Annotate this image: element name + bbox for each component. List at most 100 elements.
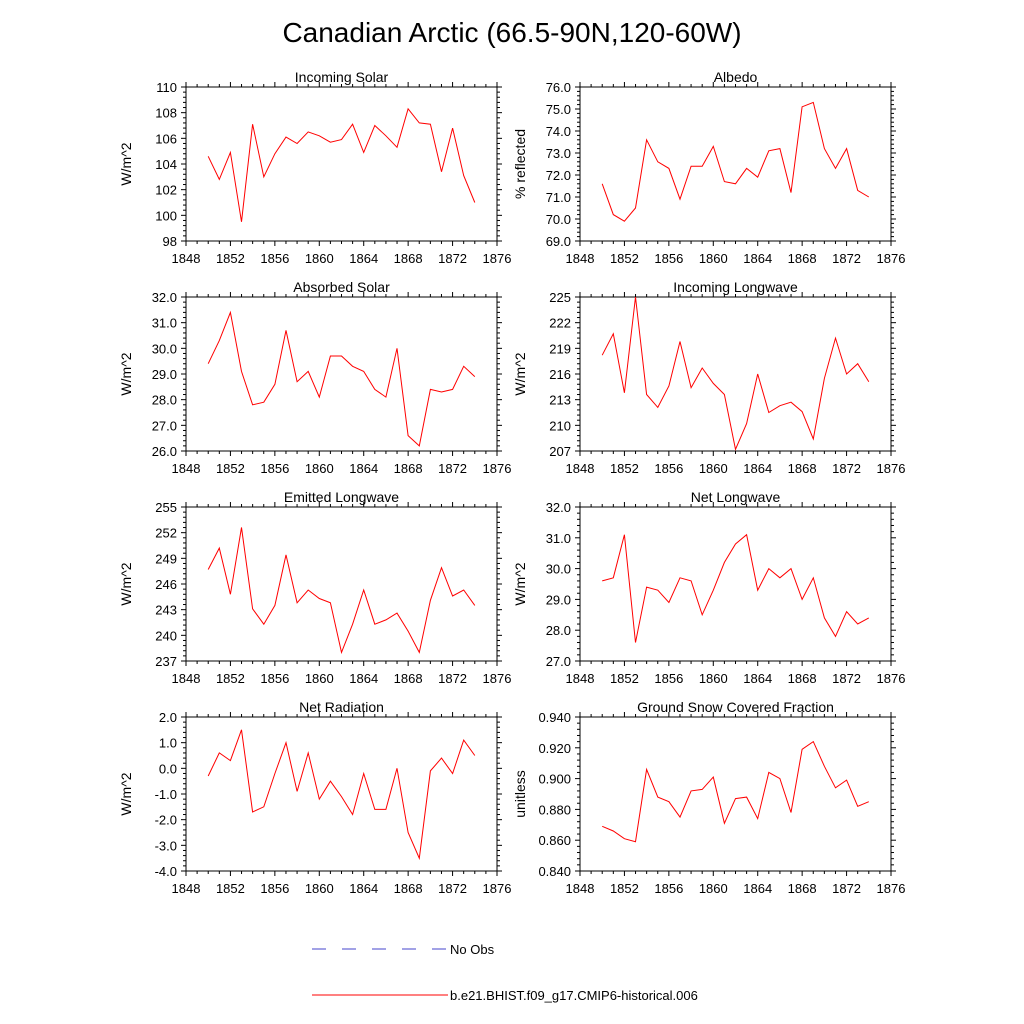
panels-container: Incoming Solar W/m^2 1848 1852 1856 1860 1864 1… — [118, 69, 905, 896]
x-tick-label: 1872 — [832, 251, 861, 266]
series-line — [601, 296, 870, 451]
series-line — [207, 310, 476, 447]
x-tick-label: 1872 — [438, 881, 467, 896]
x-tick-label: 1860 — [305, 671, 334, 686]
x-tick-label: 1868 — [788, 671, 817, 686]
x-tick-label: 1868 — [394, 461, 423, 476]
y-tick-label: 72.0 — [546, 168, 571, 183]
x-tick-label: 1852 — [216, 881, 245, 896]
y-tick-label: 216 — [549, 367, 571, 382]
y-tick-label: 30.0 — [152, 341, 177, 356]
x-tick-label: 1852 — [610, 881, 639, 896]
x-tick-label: 1876 — [483, 251, 512, 266]
series-line — [601, 101, 870, 222]
y-tick-label: 70.0 — [546, 212, 571, 227]
series-line — [207, 729, 476, 861]
y-tick-label: 100 — [155, 208, 177, 223]
y-tick-label: 28.0 — [152, 393, 177, 408]
x-tick-label: 1868 — [788, 881, 817, 896]
y-tick-label: 28.0 — [546, 623, 571, 638]
panel-title: Albedo — [714, 69, 758, 85]
y-tick-label: -4.0 — [155, 864, 177, 879]
y-tick-label: 75.0 — [546, 102, 571, 117]
y-tick-label: 27.0 — [546, 654, 571, 669]
x-tick-label: 1872 — [832, 671, 861, 686]
y-tick-label: 108 — [155, 106, 177, 121]
y-tick-label: 222 — [549, 316, 571, 331]
plot-frame — [185, 296, 498, 452]
panel-title: Net Radiation — [299, 699, 384, 715]
x-tick-label: 1872 — [438, 671, 467, 686]
y-tick-label: 255 — [155, 500, 177, 515]
panel-title: Emitted Longwave — [284, 489, 399, 505]
x-tick-label: 1856 — [654, 461, 683, 476]
figure-title: Canadian Arctic (66.5-90N,120-60W) — [282, 17, 741, 48]
y-tick-label: 0.940 — [538, 710, 571, 725]
y-tick-label: 76.0 — [546, 80, 571, 95]
y-tick-label: 0.880 — [538, 802, 571, 817]
y-tick-label: 225 — [549, 290, 571, 305]
x-tick-label: 1872 — [438, 251, 467, 266]
y-tick-label: 0.900 — [538, 772, 571, 787]
plot-frame — [185, 506, 498, 662]
x-tick-label: 1848 — [172, 881, 201, 896]
x-tick-label: 1856 — [654, 881, 683, 896]
y-axis-label: W/m^2 — [512, 562, 528, 605]
y-tick-label: 0.0 — [159, 761, 177, 776]
y-tick-label: 2.0 — [159, 710, 177, 725]
x-tick-label: 1868 — [788, 251, 817, 266]
y-tick-label: -1.0 — [155, 787, 177, 802]
x-tick-label: 1848 — [172, 671, 201, 686]
x-tick-label: 1864 — [349, 251, 378, 266]
x-tick-label: 1860 — [699, 671, 728, 686]
y-axis-label: % reflected — [512, 129, 528, 199]
x-tick-label: 1864 — [349, 461, 378, 476]
y-tick-label: 31.0 — [152, 316, 177, 331]
x-tick-label: 1864 — [349, 671, 378, 686]
panel-6: Net Radiation W/m^2 1848 1852 1856 1860 1864 18… — [118, 699, 511, 896]
legend-model-label: b.e21.BHIST.f09_g17.CMIP6-historical.006 — [450, 988, 698, 1003]
x-tick-label: 1868 — [788, 461, 817, 476]
legend-no-obs-label: No Obs — [450, 942, 495, 957]
y-tick-label: 219 — [549, 341, 571, 356]
x-tick-label: 1848 — [172, 461, 201, 476]
y-tick-label: 210 — [549, 418, 571, 433]
x-tick-label: 1856 — [260, 671, 289, 686]
y-tick-label: 32.0 — [546, 500, 571, 515]
y-tick-label: 29.0 — [546, 592, 571, 607]
x-tick-label: 1868 — [394, 671, 423, 686]
x-tick-label: 1864 — [743, 881, 772, 896]
x-tick-label: 1860 — [305, 251, 334, 266]
x-tick-label: 1856 — [260, 461, 289, 476]
y-tick-label: 26.0 — [152, 444, 177, 459]
x-tick-label: 1848 — [566, 881, 595, 896]
panel-2: Absorbed Solar W/m^2 1848 1852 1856 1860 1864 1… — [118, 279, 511, 476]
x-tick-label: 1848 — [566, 461, 595, 476]
x-tick-label: 1856 — [260, 881, 289, 896]
x-tick-label: 1876 — [877, 671, 906, 686]
y-axis-label: W/m^2 — [118, 562, 134, 605]
y-axis-label: W/m^2 — [512, 352, 528, 395]
plot-frame — [185, 716, 498, 872]
series-line — [602, 740, 869, 843]
x-tick-label: 1856 — [260, 251, 289, 266]
y-tick-label: 237 — [155, 654, 177, 669]
y-tick-label: 243 — [155, 603, 177, 618]
x-tick-label: 1848 — [566, 671, 595, 686]
y-tick-label: 110 — [156, 80, 177, 95]
y-tick-label: -3.0 — [155, 838, 177, 853]
x-tick-label: 1864 — [349, 881, 378, 896]
panel-4: Emitted Longwave W/m^2 1848 1852 1856 1860 186… — [118, 489, 511, 686]
panel-title: Net Longwave — [691, 489, 781, 505]
x-tick-label: 1864 — [743, 461, 772, 476]
y-tick-label: 71.0 — [546, 190, 571, 205]
x-tick-label: 1860 — [699, 251, 728, 266]
y-tick-label: 31.0 — [546, 531, 571, 546]
panel-title: Ground Snow Covered Fraction — [637, 699, 834, 715]
x-tick-label: 1872 — [832, 881, 861, 896]
y-tick-label: 213 — [549, 393, 571, 408]
x-tick-label: 1872 — [832, 461, 861, 476]
y-tick-label: 98 — [163, 234, 177, 249]
legend: No Obs b.e21.BHIST.f09_g17.CMIP6-histori… — [312, 942, 698, 1003]
x-tick-label: 1852 — [216, 671, 245, 686]
